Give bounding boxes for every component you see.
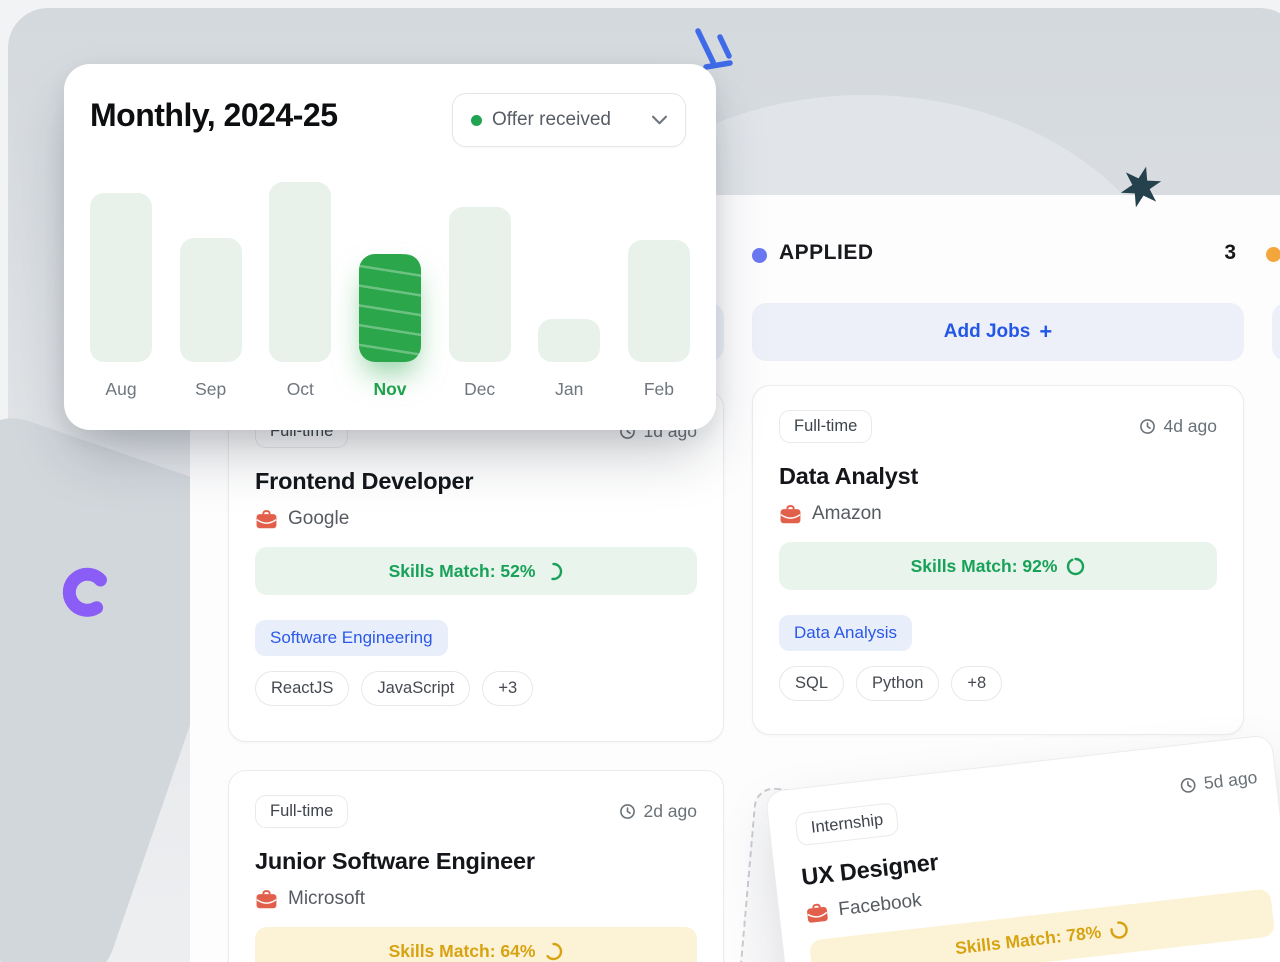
bar-feb[interactable]	[627, 240, 690, 362]
category-tag: Data Analysis	[779, 615, 912, 651]
posted-time: 4d ago	[1163, 416, 1217, 436]
progress-ring-icon	[1110, 920, 1129, 939]
briefcase-icon	[256, 509, 277, 528]
category-tag: Software Engineering	[255, 620, 448, 656]
bar-sep[interactable]	[179, 238, 242, 362]
skill-pill: JavaScript	[361, 671, 471, 706]
next-column-dot	[1266, 247, 1280, 262]
bar-nov[interactable]	[358, 254, 421, 362]
chart-title: Monthly, 2024-25	[90, 97, 338, 133]
applied-column-count: 3	[1224, 241, 1236, 264]
monthly-chart-card: Monthly, 2024-25 Offer received Aug Sep Oc…	[64, 64, 716, 430]
month-label-feb: Feb	[643, 379, 675, 399]
month-label-oct: Oct	[286, 379, 314, 399]
month-label-dec: Dec	[464, 379, 496, 399]
briefcase-icon	[807, 903, 828, 923]
month-label-sep: Sep	[195, 379, 227, 399]
skills-match-badge: Skills Match: 78%	[808, 888, 1276, 962]
skills-match-badge: Skills Match: 64%	[255, 927, 697, 962]
progress-ring-icon	[1067, 557, 1085, 575]
sparkle-icon	[695, 28, 733, 70]
skill-pill-more: +8	[951, 666, 1003, 701]
skill-pill: ReactJS	[255, 671, 350, 706]
skills-match-badge: Skills Match: 92%	[779, 542, 1217, 590]
clock-icon	[620, 804, 636, 819]
dropdown-selected-value: Offer received	[492, 109, 611, 130]
briefcase-icon	[780, 504, 801, 523]
clock-icon	[1181, 777, 1196, 793]
month-label-jan: Jan	[555, 379, 584, 399]
job-title: Data Analyst	[779, 463, 919, 489]
company-name: Facebook	[837, 889, 923, 921]
month-label-nov: Nov	[373, 379, 407, 399]
applied-column-title: APPLIED	[779, 241, 874, 264]
status-dot-icon	[471, 114, 482, 126]
bar-chart	[90, 182, 690, 362]
clock-icon	[1140, 419, 1156, 434]
chevron-down-icon	[652, 115, 667, 125]
job-card-ux-designer[interactable]: Internship 5d ago UX Designer Facebook S…	[764, 734, 1280, 962]
company-name: Microsoft	[288, 888, 366, 909]
bar-dec[interactable]	[448, 207, 511, 362]
job-card-data-analyst[interactable]: Full-time 4d ago Data Analyst Amazon Ski…	[752, 385, 1244, 735]
job-type-badge: Internship	[794, 802, 900, 847]
purple-squiggle-icon	[62, 567, 107, 617]
job-card-junior-software-engineer[interactable]: Full-time 2d ago Junior Software Enginee…	[228, 770, 724, 962]
job-card-frontend-developer[interactable]: Full-time 1d ago Frontend Developer Goog…	[228, 390, 724, 742]
month-label-aug: Aug	[105, 379, 137, 399]
company-name: Google	[288, 508, 350, 529]
posted-time: 5d ago	[1202, 767, 1259, 793]
job-title: Junior Software Engineer	[255, 848, 535, 874]
bar-oct[interactable]	[269, 182, 332, 362]
progress-ring-icon	[545, 562, 563, 580]
job-title: Frontend Developer	[255, 468, 474, 494]
company-name: Amazon	[812, 503, 882, 524]
briefcase-icon	[256, 889, 277, 908]
skill-pill: Python	[856, 666, 940, 701]
skill-pill: SQL	[779, 666, 845, 701]
job-type-badge: Full-time	[255, 795, 349, 828]
add-jobs-button-next-column[interactable]	[1272, 303, 1280, 361]
skill-pill-more: +3	[482, 671, 534, 706]
add-jobs-button-applied-column[interactable]: Add Jobs +	[752, 303, 1244, 361]
offer-received-dropdown[interactable]: Offer received	[452, 93, 686, 147]
bar-jan[interactable]	[538, 319, 601, 362]
job-type-badge: Full-time	[779, 410, 873, 443]
skills-match-badge: Skills Match: 52%	[255, 547, 697, 595]
plus-icon: +	[1039, 319, 1053, 344]
posted-time: 2d ago	[643, 801, 697, 821]
bar-aug[interactable]	[90, 193, 152, 362]
progress-ring-icon	[545, 942, 563, 960]
applied-column-dot	[752, 248, 767, 263]
month-labels: Aug Sep Oct Nov Dec Jan Feb	[90, 379, 690, 400]
star-icon	[1120, 166, 1162, 208]
